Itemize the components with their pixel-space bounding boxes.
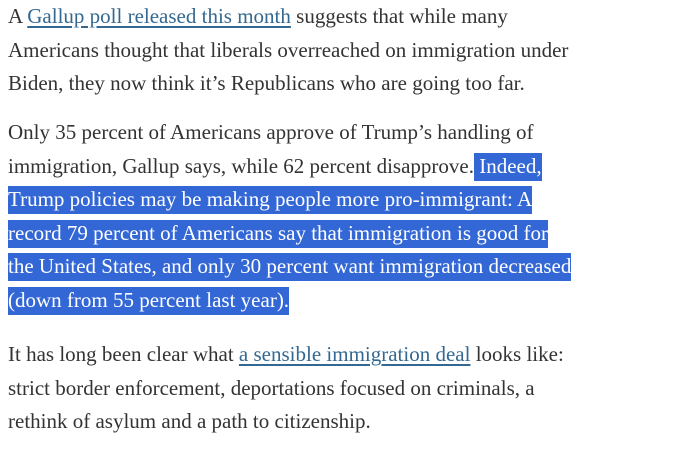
text-line: strict border enforcement, deportations … — [8, 375, 535, 400]
text-run: A — [8, 4, 28, 28]
text-line: the United States, and only 30 percent w… — [8, 250, 697, 284]
text-line: Biden, they now think it’s Republicans w… — [8, 71, 525, 95]
gallup-poll-link[interactable]: Gallup poll released this month — [27, 4, 291, 28]
paragraph-gallup-poll: A Gallup poll released this month sugges… — [8, 0, 697, 101]
selected-text[interactable]: Indeed, — [473, 152, 542, 181]
selected-text[interactable]: (down from 55 percent last year). — [8, 286, 290, 315]
paragraph-approval-stats: Only 35 percent of Americans approve of … — [8, 116, 697, 317]
text-line: rethink of asylum and a path to citizens… — [8, 409, 371, 433]
paragraph-immigration-deal: It has long been clear what a sensible i… — [8, 338, 697, 439]
selected-text[interactable]: the United States, and only 30 percent w… — [8, 253, 572, 281]
selected-text[interactable]: record 79 percent of Americans say that … — [8, 219, 549, 248]
text-line: It has long been clear what a sensible i… — [8, 338, 697, 372]
text-line: Americans thought that liberals overreac… — [8, 37, 569, 62]
text-run: suggests that while many — [290, 4, 508, 28]
text-run: immigration, Gallup says, while 62 perce… — [8, 153, 474, 178]
text-line: Trump policies may be making people more… — [8, 183, 697, 217]
text-line: A Gallup poll released this month sugges… — [8, 0, 697, 34]
text-line: Only 35 percent of Americans approve of … — [8, 120, 534, 144]
text-line: immigration, Gallup says, while 62 perce… — [8, 150, 697, 184]
text-run: It has long been clear what — [8, 342, 239, 366]
selected-text[interactable]: Trump policies may be making people more… — [8, 186, 533, 214]
text-run: looks like: — [470, 342, 564, 366]
immigration-deal-link[interactable]: a sensible immigration deal — [238, 342, 471, 366]
text-line: (down from 55 percent last year). — [8, 284, 697, 318]
text-line: record 79 percent of Americans say that … — [8, 217, 697, 251]
